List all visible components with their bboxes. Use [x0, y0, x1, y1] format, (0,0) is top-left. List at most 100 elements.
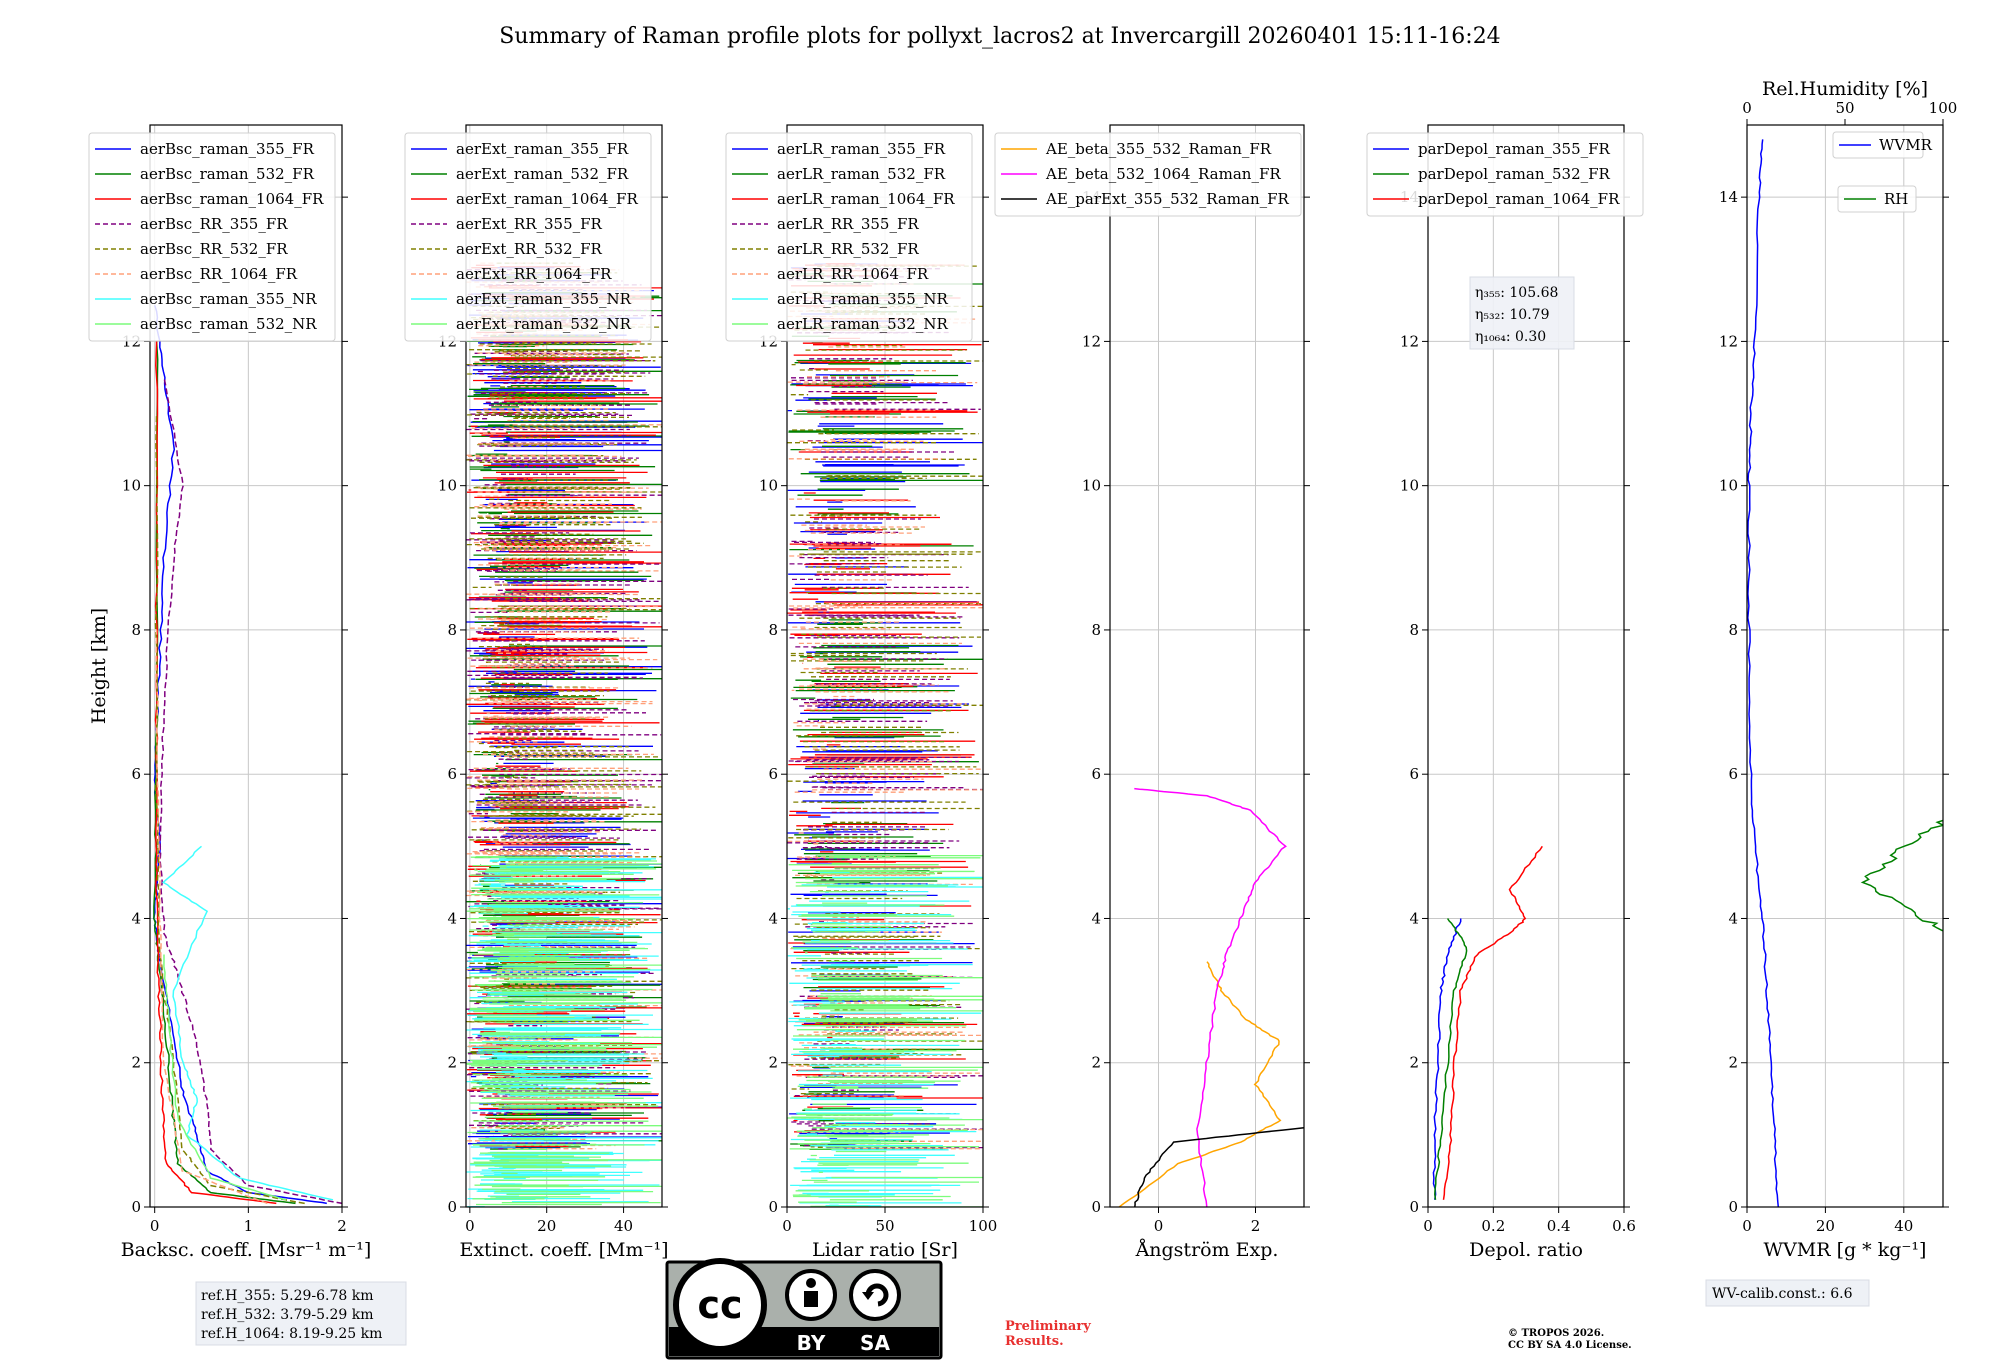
cc-by-label: BY: [797, 1331, 826, 1355]
legend-label: aerLR_RR_1064_FR: [777, 265, 929, 283]
legend-depol: parDepol_raman_355_FR parDepol_raman_532_…: [1366, 132, 1644, 217]
x-tick-label: 0: [150, 1217, 160, 1235]
copyright-line: CC BY SA 4.0 License.: [1508, 1340, 1632, 1351]
legend-label: aerExt_raman_355_NR: [456, 290, 632, 308]
y-tick-label: 2: [1728, 1054, 1738, 1072]
legend-label: aerExt_raman_355_FR: [456, 140, 629, 158]
eta-value: η₅₃₂: 10.79: [1475, 307, 1549, 323]
axes-frame: [465, 124, 663, 1208]
y-tick-label: 0: [447, 1198, 457, 1216]
legend-label: aerLR_RR_532_FR: [777, 240, 919, 258]
legend-label: aerBsc_RR_1064_FR: [140, 265, 298, 283]
y-tick-label: 6: [131, 765, 141, 783]
ref-height-box: ref.H_355: 5.29-6.78 km ref.H_532: 3.79-…: [195, 1281, 407, 1346]
x-tick-label: 0.4: [1547, 1217, 1571, 1235]
chart-panel-wvmr: 0 20 40 0 2 4 6 8 10 12 14 WVMR [g * kg⁻¹] 0 50 100Rel…: [1719, 78, 1957, 1261]
preliminary-label: Preliminary: [1005, 1319, 1091, 1334]
y-tick-label: 0: [1728, 1198, 1738, 1216]
axes-frame: [1109, 124, 1305, 1208]
plot-area: [787, 262, 983, 1207]
legend-label: aerExt_RR_532_FR: [456, 240, 603, 258]
legend-label: aerBsc_RR_355_FR: [140, 215, 288, 233]
y-tick-label: 2: [131, 1054, 141, 1072]
y-tick-label: 4: [1409, 909, 1419, 927]
x-tick-label: 40: [1894, 1217, 1913, 1235]
series-parDepol_raman_1064_FR: [1442, 845, 1543, 1200]
y-tick-label: 10: [1082, 477, 1101, 495]
ref-line: ref.H_532: 3.79-5.29 km: [201, 1307, 374, 1323]
chart-panel-depol: 00.20.40.602468101214Depol. ratioparDepo…: [1366, 124, 1644, 1261]
x-tick-label: 20: [1816, 1217, 1835, 1235]
legend-label: aerBsc_raman_355_FR: [140, 140, 315, 158]
x-tick-label: 2: [337, 1217, 347, 1235]
plot-area: [1747, 139, 1943, 1207]
legend-label: WVMR: [1879, 136, 1933, 154]
axes-frame: [149, 124, 343, 1208]
y-tick-label: 0: [1091, 1198, 1101, 1216]
y-tick-label: 2: [1409, 1054, 1419, 1072]
svg-text:cc: cc: [697, 1283, 742, 1327]
y-tick-label: 8: [768, 621, 778, 639]
series-aerLR_raman_532_NR: [787, 854, 983, 1207]
eta-value: η₃₅₅: 105.68: [1475, 285, 1558, 301]
y-tick-label: 14: [1719, 188, 1738, 206]
x-tick-label: 0: [1742, 1217, 1752, 1235]
y-tick-label: 8: [1728, 621, 1738, 639]
legend-label: aerLR_raman_355_FR: [777, 140, 946, 158]
x-tick-label: 40: [614, 1217, 633, 1235]
y-tick-label: 8: [1091, 621, 1101, 639]
x-tick-label: 0.2: [1481, 1217, 1505, 1235]
legend-label: AE_beta_355_532_Raman_FR: [1045, 140, 1272, 158]
x-axis-label: Extinct. coeff. [Mm⁻¹]: [459, 1239, 668, 1261]
legend-wvmr: WVMR: [1832, 131, 1933, 159]
chart-panel-backscatter: 012024681012Backsc. coeff. [Msr⁻¹ m⁻¹]He…: [88, 124, 371, 1261]
x-tick-label: 1: [244, 1217, 254, 1235]
x-tick-label: 50: [875, 1217, 894, 1235]
y-tick-label: 0: [131, 1198, 141, 1216]
x-axis-label: Lidar ratio [Sr]: [812, 1239, 958, 1261]
x-tick-label: 0.6: [1612, 1217, 1636, 1235]
y-tick-label: 10: [1719, 477, 1738, 495]
series-aerBsc_raman_532_NR: [163, 954, 287, 1201]
top-tick-label: 0: [1742, 99, 1752, 117]
y-axis-label: Height [km]: [88, 608, 110, 724]
y-tick-label: 8: [131, 621, 141, 639]
legend-label: parDepol_raman_1064_FR: [1418, 190, 1620, 208]
legend-lidar_ratio: aerLR_raman_355_FR aerLR_raman_532_FR aerL…: [725, 132, 973, 342]
ref-line: ref.H_355: 5.29-6.78 km: [201, 1288, 374, 1304]
legend-label: aerLR_raman_532_NR: [777, 315, 948, 333]
x-axis-label: WVMR [g * kg⁻¹]: [1764, 1239, 1927, 1261]
legend-label: aerLR_raman_1064_FR: [777, 190, 955, 208]
eta-value: η₁₀₆₄: 0.30: [1475, 329, 1546, 345]
y-tick-label: 2: [1091, 1054, 1101, 1072]
chart-panel-angstrom: 0202468101214Ångström Exp.AE_beta_355_53…: [994, 124, 1310, 1261]
legend-extinction: aerExt_raman_355_FR aerExt_raman_532_FRae…: [404, 132, 652, 342]
y-tick-label: 10: [1400, 477, 1419, 495]
plot-area: [152, 305, 342, 1205]
legend-label: aerBsc_raman_532_NR: [140, 315, 317, 333]
y-tick-label: 8: [1409, 621, 1419, 639]
legend-label: AE_beta_532_1064_Raman_FR: [1045, 165, 1281, 183]
y-tick-label: 4: [1091, 909, 1101, 927]
y-tick-label: 10: [759, 477, 778, 495]
series-parDepol_raman_532_FR: [1434, 918, 1468, 1200]
axes-frame: [1746, 124, 1944, 1208]
legend-label: aerExt_RR_355_FR: [456, 215, 603, 233]
x-tick-label: 100: [969, 1217, 998, 1235]
legend-label: parDepol_raman_532_FR: [1418, 165, 1611, 183]
y-tick-label: 6: [1728, 765, 1738, 783]
plot-area: [1118, 787, 1304, 1207]
legend-label: aerExt_raman_1064_FR: [456, 190, 638, 208]
x-tick-label: 0: [465, 1217, 475, 1235]
x-axis-label: Depol. ratio: [1469, 1239, 1583, 1261]
y-tick-label: 6: [1091, 765, 1101, 783]
cc-sa-label: SA: [860, 1331, 890, 1355]
legend-wvmr: RH: [1837, 185, 1917, 213]
legend-label: aerBsc_raman_1064_FR: [140, 190, 324, 208]
copyright-line: © TROPOS 2026.: [1508, 1328, 1604, 1339]
y-tick-label: 4: [447, 909, 457, 927]
series-parDepol_raman_355_FR: [1432, 918, 1462, 1200]
series-AE_beta_532_1064_Raman_FR: [1134, 787, 1287, 1207]
legend-label: aerExt_raman_532_NR: [456, 315, 632, 333]
